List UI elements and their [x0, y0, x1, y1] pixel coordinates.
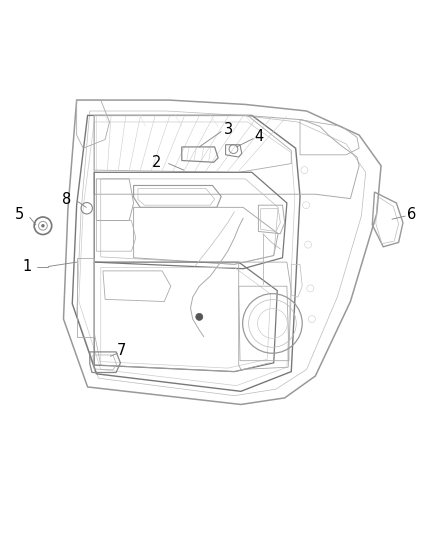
Text: 5: 5	[15, 207, 24, 222]
Text: 3: 3	[224, 123, 233, 138]
Text: 7: 7	[117, 343, 127, 358]
Text: 2: 2	[152, 155, 161, 169]
Text: 4: 4	[254, 130, 264, 144]
Circle shape	[196, 313, 203, 320]
Text: 8: 8	[62, 192, 71, 207]
Text: 6: 6	[407, 207, 417, 222]
Text: 1: 1	[22, 259, 32, 274]
Circle shape	[41, 224, 45, 228]
